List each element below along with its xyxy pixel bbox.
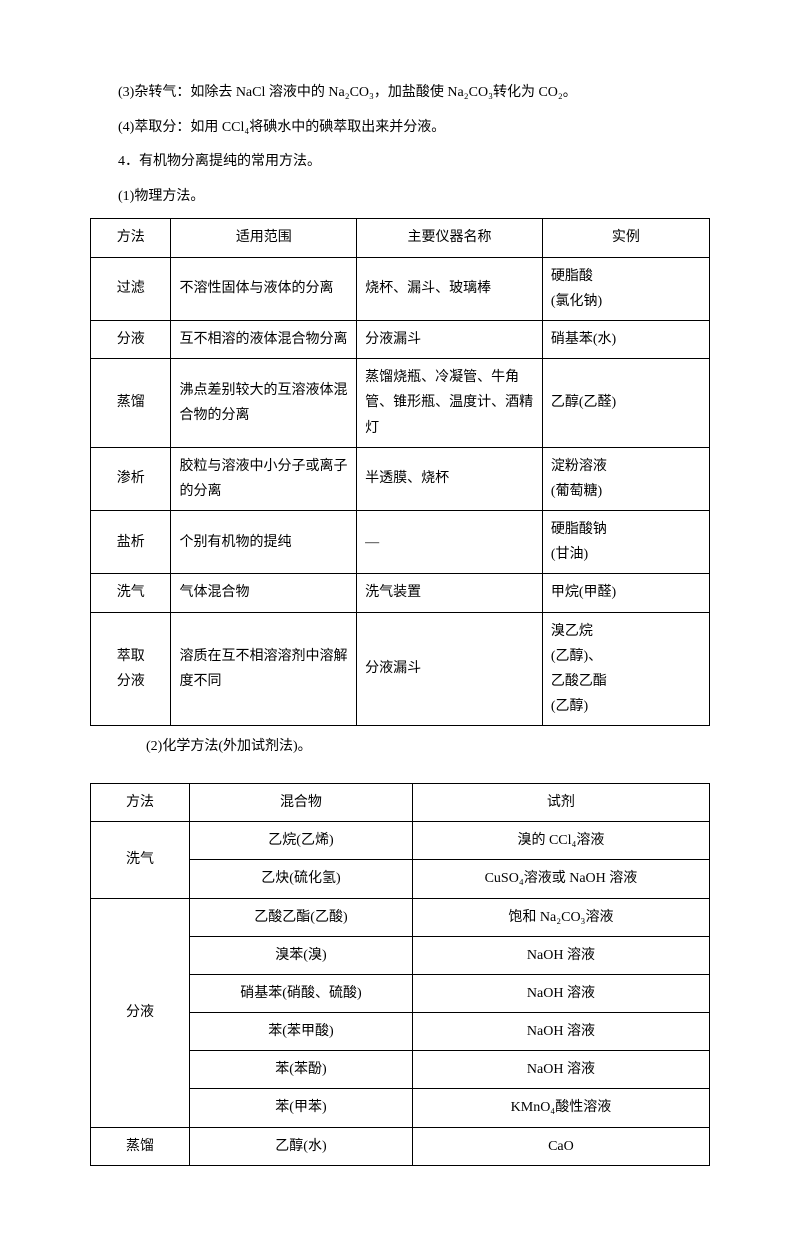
cell: 溴苯(溴): [190, 936, 413, 974]
physical-methods-table: 方法 适用范围 主要仪器名称 实例 过滤 不溶性固体与液体的分离 烧杯、漏斗、玻…: [90, 218, 710, 726]
table-row: 蒸馏 乙醇(水) CaO: [91, 1127, 710, 1165]
table-row: 萃取分液 溶质在互不相溶溶剂中溶解度不同 分液漏斗 溴乙烷(乙醇)、乙酸乙酯(乙…: [91, 612, 710, 726]
cell: 饱和 Na₂CO₃溶液: [412, 898, 709, 936]
cell: 蒸馏烧瓶、冷凝管、牛角管、锥形瓶、温度计、酒精灯: [357, 359, 543, 448]
para-7: (2)化学方法(外加试剂法)。: [118, 734, 710, 761]
cell: 洗气: [91, 574, 171, 612]
cell: 乙酸乙酯(乙酸): [190, 898, 413, 936]
cell: 个别有机物的提纯: [171, 511, 357, 574]
th-method: 方法: [91, 219, 171, 257]
cell: 苯(苯酚): [190, 1051, 413, 1089]
cell: NaOH 溶液: [412, 974, 709, 1012]
cell: 乙炔(硫化氢): [190, 860, 413, 898]
cell: 蒸馏: [91, 359, 171, 448]
cell: CuSO₄溶液或 NaOH 溶液: [412, 860, 709, 898]
cell: 半透膜、烧杯: [357, 447, 543, 510]
cell: 气体混合物: [171, 574, 357, 612]
cell: 互不相溶的液体混合物分离: [171, 320, 357, 358]
table-row: 分液 乙酸乙酯(乙酸) 饱和 Na₂CO₃溶液: [91, 898, 710, 936]
th-method: 方法: [91, 783, 190, 821]
cell: 苯(苯甲酸): [190, 1013, 413, 1051]
cell: 硬脂酸钠(甘油): [542, 511, 709, 574]
cell: 溴的 CCl₄溶液: [412, 822, 709, 860]
cell: 不溶性固体与液体的分离: [171, 257, 357, 320]
table-header-row: 方法 混合物 试剂: [91, 783, 710, 821]
cell: 溶质在互不相溶溶剂中溶解度不同: [171, 612, 357, 726]
table-row: 渗析 胶粒与溶液中小分子或离子的分离 半透膜、烧杯 淀粉溶液(葡萄糖): [91, 447, 710, 510]
cell: 硝基苯(硝酸、硫酸): [190, 974, 413, 1012]
cell: 硬脂酸(氯化钠): [542, 257, 709, 320]
cell: KMnO₄酸性溶液: [412, 1089, 709, 1127]
cell: 乙醇(水): [190, 1127, 413, 1165]
cell: 淀粉溶液(葡萄糖): [542, 447, 709, 510]
th-mixture: 混合物: [190, 783, 413, 821]
cell: —: [357, 511, 543, 574]
table-row: 蒸馏 沸点差别较大的互溶液体混合物的分离 蒸馏烧瓶、冷凝管、牛角管、锥形瓶、温度…: [91, 359, 710, 448]
cell-method: 洗气: [91, 822, 190, 898]
cell: 甲烷(甲醛): [542, 574, 709, 612]
cell: NaOH 溶液: [412, 1051, 709, 1089]
cell: 过滤: [91, 257, 171, 320]
table-row: 洗气 气体混合物 洗气装置 甲烷(甲醛): [91, 574, 710, 612]
th-scope: 适用范围: [171, 219, 357, 257]
para-6: (1)物理方法。: [90, 184, 710, 211]
cell: NaOH 溶液: [412, 936, 709, 974]
cell: 萃取分液: [91, 612, 171, 726]
cell: CaO: [412, 1127, 709, 1165]
cell: 胶粒与溶液中小分子或离子的分离: [171, 447, 357, 510]
chemical-methods-table: 方法 混合物 试剂 洗气 乙烷(乙烯) 溴的 CCl₄溶液 乙炔(硫化氢) Cu…: [90, 783, 710, 1166]
cell: 分液: [91, 320, 171, 358]
th-reagent: 试剂: [412, 783, 709, 821]
cell: 分液漏斗: [357, 320, 543, 358]
table-header-row: 方法 适用范围 主要仪器名称 实例: [91, 219, 710, 257]
cell: 洗气装置: [357, 574, 543, 612]
table-row: 过滤 不溶性固体与液体的分离 烧杯、漏斗、玻璃棒 硬脂酸(氯化钠): [91, 257, 710, 320]
cell: 分液漏斗: [357, 612, 543, 726]
th-example: 实例: [542, 219, 709, 257]
cell: 烧杯、漏斗、玻璃棒: [357, 257, 543, 320]
para-4: (4)萃取分：如用 CCl₄将碘水中的碘萃取出来并分液。: [90, 115, 710, 142]
th-instrument: 主要仪器名称: [357, 219, 543, 257]
cell: 乙烷(乙烯): [190, 822, 413, 860]
cell: 苯(甲苯): [190, 1089, 413, 1127]
cell: 乙醇(乙醛): [542, 359, 709, 448]
table-row: 盐析 个别有机物的提纯 — 硬脂酸钠(甘油): [91, 511, 710, 574]
para-5: 4．有机物分离提纯的常用方法。: [90, 149, 710, 176]
cell: 沸点差别较大的互溶液体混合物的分离: [171, 359, 357, 448]
cell-method: 蒸馏: [91, 1127, 190, 1165]
para-3: (3)杂转气：如除去 NaCl 溶液中的 Na₂CO₃，加盐酸使 Na₂CO₃转…: [90, 80, 710, 107]
table-row: 分液 互不相溶的液体混合物分离 分液漏斗 硝基苯(水): [91, 320, 710, 358]
cell: 盐析: [91, 511, 171, 574]
cell: 渗析: [91, 447, 171, 510]
table-row: 洗气 乙烷(乙烯) 溴的 CCl₄溶液: [91, 822, 710, 860]
cell: 硝基苯(水): [542, 320, 709, 358]
cell-method: 分液: [91, 898, 190, 1127]
cell: NaOH 溶液: [412, 1013, 709, 1051]
cell: 溴乙烷(乙醇)、乙酸乙酯(乙醇): [542, 612, 709, 726]
